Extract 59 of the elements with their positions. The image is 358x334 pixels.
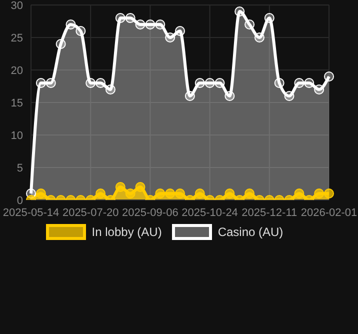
point <box>155 188 166 198</box>
x-tick-label: 2025-10-24 <box>182 206 238 219</box>
x-tick-label: 2026-02-01 <box>300 206 358 219</box>
point <box>175 26 185 36</box>
point <box>224 188 235 198</box>
point <box>304 78 314 88</box>
point <box>86 78 96 88</box>
point <box>96 78 106 88</box>
y-tick-label: 15 <box>10 97 23 110</box>
point <box>244 188 255 198</box>
point <box>324 72 334 82</box>
x-tick-label: 2025-07-20 <box>62 206 119 219</box>
point <box>194 188 205 198</box>
point <box>36 78 46 88</box>
point <box>214 78 225 88</box>
point <box>46 78 56 88</box>
point <box>294 188 304 198</box>
point <box>125 188 136 198</box>
point <box>135 20 146 30</box>
point <box>125 13 136 23</box>
y-tick-label: 5 <box>16 162 23 174</box>
point <box>115 13 126 23</box>
x-tick-label: 2025-09-06 <box>122 206 178 219</box>
point <box>274 78 284 88</box>
point <box>76 26 86 36</box>
point <box>294 78 304 88</box>
x-tick-label: 2025-12-11 <box>242 206 298 219</box>
point <box>145 20 156 30</box>
point <box>234 6 245 16</box>
point <box>314 84 324 94</box>
point <box>96 188 106 198</box>
point <box>254 32 264 42</box>
point <box>314 188 324 198</box>
point <box>135 182 146 192</box>
point <box>165 188 176 198</box>
point <box>66 20 76 30</box>
point <box>184 91 195 101</box>
x-tick-label: 2025-05-14 <box>2 206 60 219</box>
point <box>324 188 334 198</box>
point <box>244 20 255 30</box>
point <box>175 188 185 198</box>
y-tick-label: 0 <box>16 194 23 207</box>
y-tick-label: 20 <box>10 64 23 77</box>
point <box>194 78 205 88</box>
point <box>56 39 66 49</box>
point <box>284 91 294 101</box>
point <box>204 78 215 88</box>
y-tick-label: 25 <box>10 32 23 44</box>
point <box>105 84 116 94</box>
point <box>224 91 235 101</box>
point <box>264 13 274 23</box>
point <box>165 32 176 42</box>
legend-label: In lobby (AU) <box>92 225 162 239</box>
point <box>36 188 46 198</box>
y-tick-label: 10 <box>10 130 23 142</box>
y-tick-label: 30 <box>10 0 23 12</box>
legend-label: Casino (AU) <box>218 225 284 239</box>
point <box>115 182 126 192</box>
point <box>155 20 166 30</box>
